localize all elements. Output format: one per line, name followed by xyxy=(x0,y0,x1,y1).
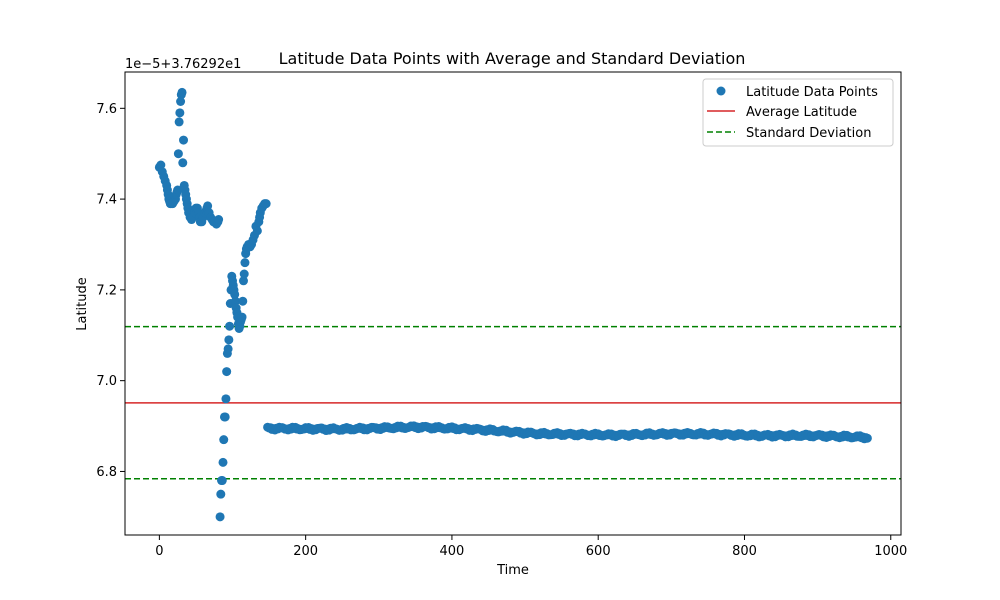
data-point xyxy=(230,289,240,299)
y-tick-label: 7.0 xyxy=(96,374,117,389)
legend-label-average: Average Latitude xyxy=(746,105,857,120)
y-tick-label: 7.2 xyxy=(96,283,117,298)
legend-marker-points xyxy=(716,86,726,96)
y-axis-label: Latitude xyxy=(75,277,90,331)
data-point xyxy=(237,312,247,322)
y-tick-label: 7.4 xyxy=(96,193,117,208)
data-point xyxy=(222,367,232,377)
data-point xyxy=(218,457,228,467)
data-point xyxy=(178,158,188,168)
data-point xyxy=(230,296,240,306)
y-tick-label: 7.6 xyxy=(96,102,117,117)
data-point xyxy=(174,117,184,127)
data-point xyxy=(173,149,183,159)
data-point xyxy=(862,433,872,443)
data-point xyxy=(261,199,271,209)
data-point xyxy=(239,269,249,279)
x-tick-label: 800 xyxy=(732,544,757,559)
data-point xyxy=(240,258,250,268)
x-tick-label: 200 xyxy=(293,544,318,559)
data-point xyxy=(214,215,224,225)
x-axis-label: Time xyxy=(496,563,529,578)
data-point xyxy=(220,412,230,422)
data-point xyxy=(252,226,262,236)
data-point xyxy=(238,276,248,286)
axes-frame xyxy=(124,71,902,536)
data-point xyxy=(176,97,186,107)
legend-box xyxy=(702,78,894,147)
data-point xyxy=(221,394,231,404)
data-point xyxy=(238,296,248,306)
x-tick-label: 400 xyxy=(440,544,465,559)
y-axis-ticks: 6.8 7.0 7.2 7.4 7.6 xyxy=(96,102,125,480)
data-point xyxy=(216,489,226,499)
y-tick-label: 6.8 xyxy=(96,465,117,480)
legend: Latitude Data Points Average Latitude St… xyxy=(702,78,894,147)
data-point xyxy=(175,108,185,118)
data-point xyxy=(215,512,225,522)
legend-label-std: Standard Deviation xyxy=(746,126,871,141)
x-tick-label: 0 xyxy=(155,544,163,559)
data-point xyxy=(156,160,166,170)
x-axis-ticks: 0 200 400 600 800 1000 xyxy=(155,535,907,559)
data-point xyxy=(173,185,183,195)
reference-lines xyxy=(125,325,901,480)
data-point xyxy=(203,201,213,211)
data-points xyxy=(154,87,872,522)
y-offset-text: 1e−5+3.76292e1 xyxy=(125,57,241,72)
chart-title: Latitude Data Points with Average and St… xyxy=(279,49,746,68)
data-point xyxy=(179,135,189,145)
x-tick-label: 600 xyxy=(586,544,611,559)
data-point xyxy=(223,344,233,354)
x-tick-label: 1000 xyxy=(874,544,907,559)
data-point xyxy=(224,335,234,345)
data-point xyxy=(177,87,187,97)
data-point xyxy=(225,321,235,331)
legend-label-points: Latitude Data Points xyxy=(746,85,878,100)
data-point xyxy=(217,476,227,486)
data-point xyxy=(219,435,229,445)
